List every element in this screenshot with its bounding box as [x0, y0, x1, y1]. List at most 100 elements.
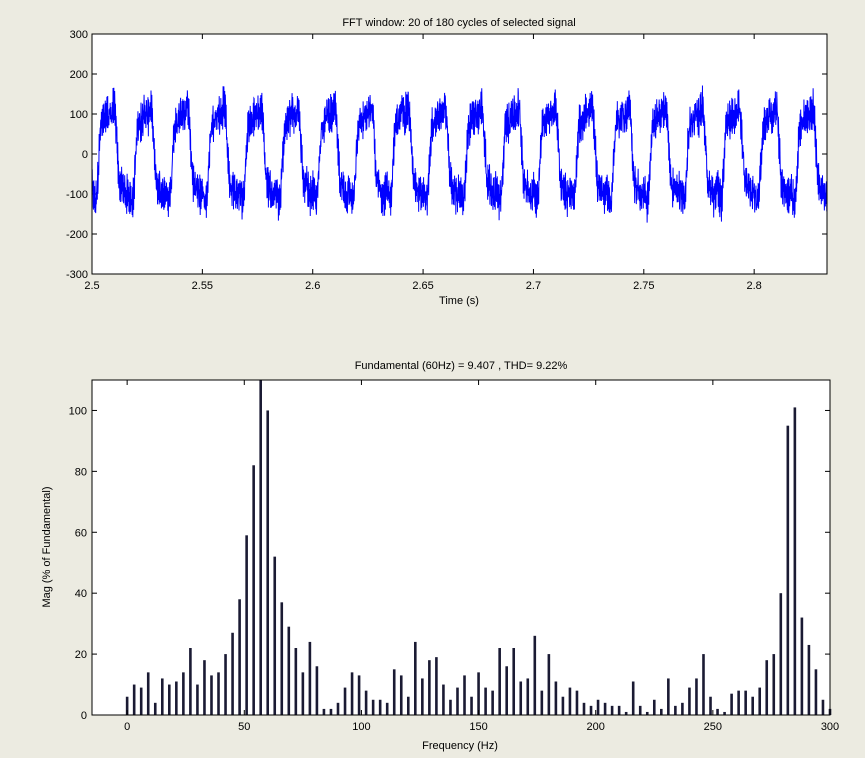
time-y-tick-label: -200	[66, 229, 88, 241]
fft-bar	[463, 675, 466, 715]
fft-bar	[765, 660, 769, 715]
fft-plot-title: Fundamental (60Hz) = 9.407 , THD= 9.22%	[355, 360, 568, 372]
fft-spectrum-plot: Fundamental (60Hz) = 9.407 , THD= 9.22% …	[41, 360, 839, 752]
fft-bar	[477, 672, 480, 715]
fft-bar	[568, 687, 572, 715]
fft-bar	[758, 687, 762, 715]
fft-bar	[624, 711, 628, 715]
fft-bar	[575, 690, 579, 715]
fft-bar	[357, 675, 361, 715]
fft-bar	[322, 708, 326, 715]
fft-bar	[716, 708, 719, 715]
time-y-tick-label: 200	[70, 69, 88, 81]
fft-bar	[336, 702, 340, 715]
fft-bar	[638, 705, 642, 715]
fft-x-tick-label: 0	[124, 721, 130, 733]
time-y-tick-label: 300	[70, 29, 88, 41]
fft-bar	[688, 687, 691, 715]
fft-bar	[266, 410, 270, 715]
fft-bar	[414, 641, 417, 715]
time-x-tick-label: 2.6	[305, 280, 320, 292]
fft-bar	[807, 644, 811, 715]
fft-bar	[793, 407, 797, 715]
fft-bar	[421, 678, 424, 715]
fft-bar	[709, 696, 712, 715]
fft-bar	[456, 687, 459, 715]
fft-bar	[674, 705, 677, 715]
fft-bar	[442, 684, 445, 715]
fft-bar	[329, 708, 333, 715]
fft-bar	[800, 617, 804, 715]
fft-y-tick-label: 40	[75, 588, 87, 600]
fft-bar	[238, 599, 241, 715]
fft-bar	[252, 465, 255, 715]
fft-bars	[125, 380, 832, 715]
fft-bar	[737, 690, 740, 715]
fft-plot-axes-box	[91, 379, 831, 716]
fft-bar	[730, 693, 733, 715]
fft-bar	[203, 660, 206, 715]
fft-bar	[245, 535, 248, 715]
fft-bar	[146, 672, 150, 715]
fft-bar	[786, 425, 790, 715]
time-x-tick-label: 2.8	[747, 280, 762, 292]
fft-bar	[519, 681, 523, 715]
fft-bar	[533, 635, 537, 715]
fft-bar	[231, 632, 234, 715]
fft-x-tick-label: 100	[352, 721, 370, 733]
signal-trace	[91, 85, 828, 223]
fft-bar	[273, 556, 277, 715]
fft-bar	[280, 602, 284, 715]
time-y-tick-label: 100	[70, 109, 88, 121]
fft-bar	[681, 702, 684, 715]
fft-bar	[498, 648, 501, 715]
fft-bar	[168, 684, 171, 715]
fft-bar	[554, 681, 558, 715]
fft-bar	[189, 648, 192, 715]
fft-plot-ylabel: Mag (% of Fundamental)	[41, 486, 53, 607]
fft-bar	[821, 699, 825, 715]
fft-bar	[224, 654, 227, 715]
fft-bar	[153, 702, 157, 715]
fft-bar	[603, 702, 607, 715]
fft-x-tick-label: 50	[238, 721, 250, 733]
fft-bar	[645, 711, 649, 715]
fft-bar	[385, 702, 389, 715]
time-y-tick-label: -300	[66, 269, 88, 281]
fft-bar	[484, 687, 487, 715]
fft-bar	[160, 678, 164, 715]
fft-bar	[196, 684, 199, 715]
fft-bar	[561, 696, 565, 715]
fft-bar	[392, 669, 396, 715]
fft-bar	[132, 684, 136, 715]
fft-bar	[378, 699, 382, 715]
fft-bar	[695, 678, 698, 715]
fft-bar	[294, 648, 298, 715]
time-plot-frame	[91, 33, 828, 275]
fft-bar	[350, 672, 354, 715]
fft-bar	[617, 705, 621, 715]
fft-bar	[779, 593, 783, 715]
fft-bar	[512, 648, 516, 715]
fft-bar	[259, 380, 262, 715]
fft-y-tick-label: 100	[69, 405, 87, 417]
fft-bar	[210, 675, 213, 715]
fft-x-tick-label: 200	[587, 721, 605, 733]
fft-bar	[364, 690, 368, 715]
fft-x-tick-label: 300	[821, 721, 839, 733]
fft-bar	[526, 678, 530, 715]
fft-bar	[631, 681, 635, 715]
fft-bar	[315, 666, 319, 715]
fft-bar	[308, 641, 312, 715]
time-x-tick-label: 2.5	[84, 280, 99, 292]
time-x-tick-label: 2.7	[526, 280, 541, 292]
fft-y-tick-label: 0	[81, 710, 87, 722]
fft-bar	[772, 654, 776, 715]
fft-bar	[175, 681, 178, 715]
fft-bar	[540, 690, 544, 715]
fft-bar	[139, 687, 143, 715]
time-y-tick-label: 0	[82, 149, 88, 161]
fft-bar	[399, 675, 403, 715]
fft-bar	[667, 678, 670, 715]
